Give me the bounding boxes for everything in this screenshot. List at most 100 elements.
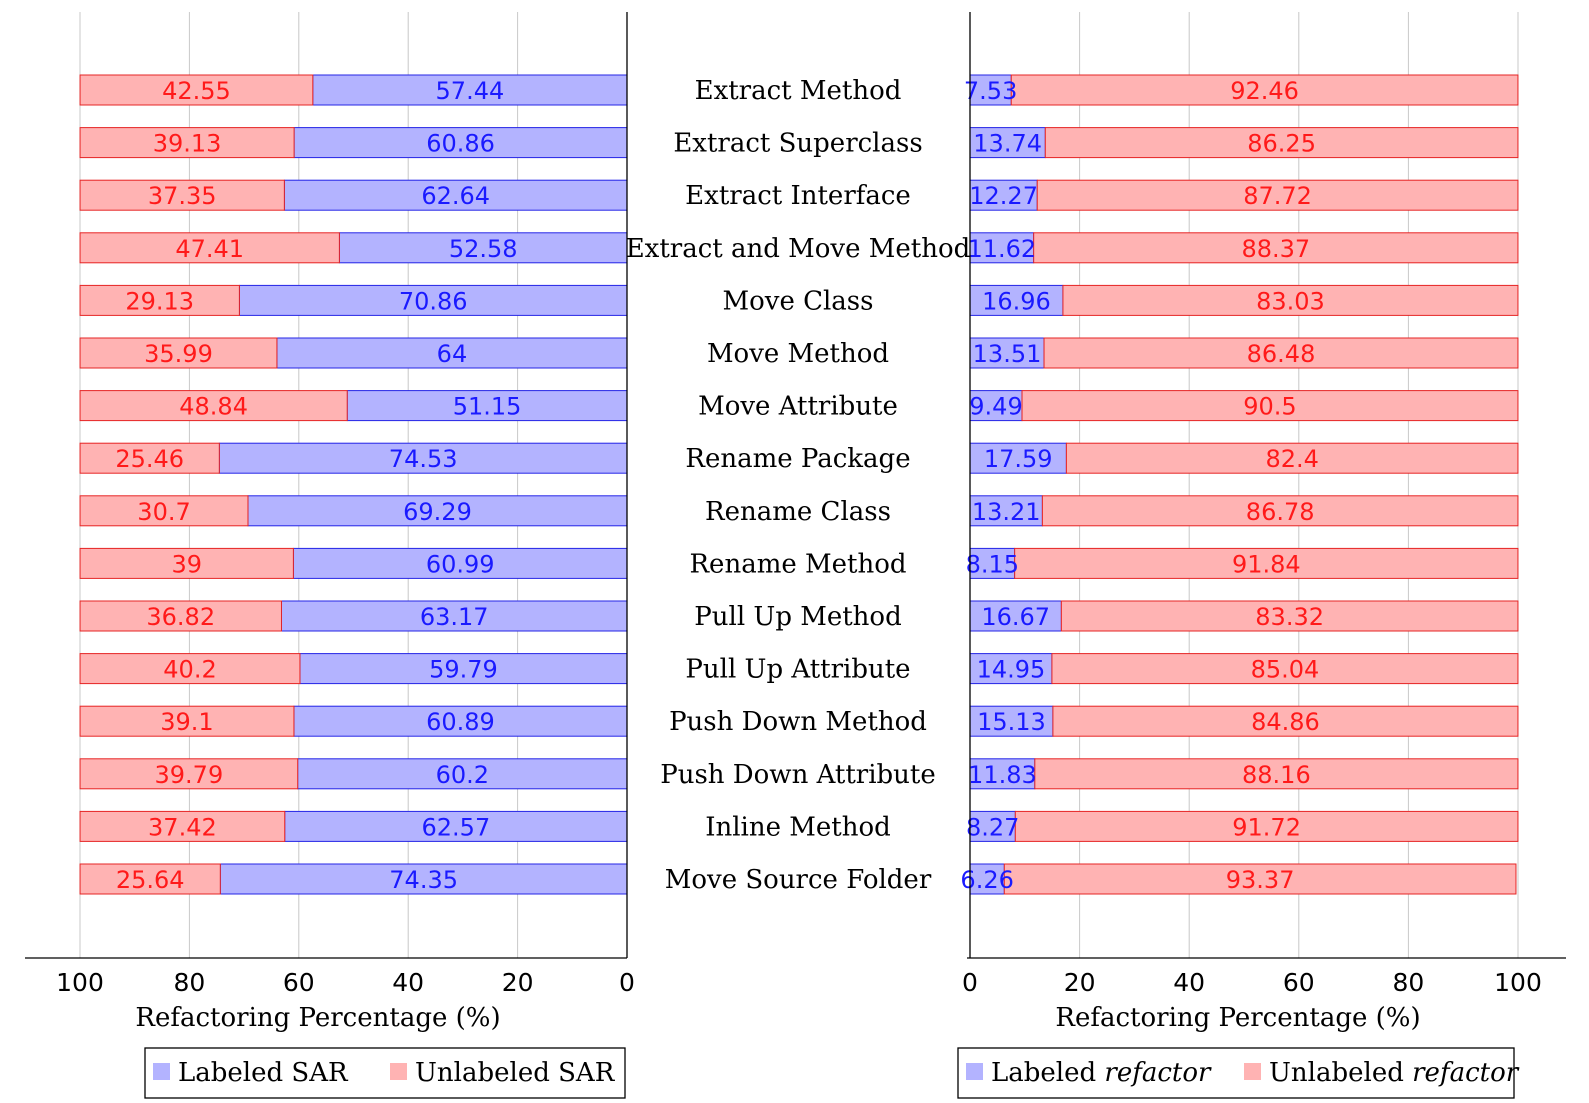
right-bar-labeled [969, 232, 1035, 264]
right-bar-unlabeled [1010, 74, 1519, 106]
right-x-axis: 0 20 40 60 80 100 [962, 12, 1566, 997]
right-bar-unlabeled [1021, 390, 1519, 422]
right-bar-unlabeled [1033, 232, 1519, 264]
left-x-axis: 100 80 60 40 20 0 [25, 12, 635, 997]
right-value-label-labeled: 14.95 [977, 656, 1046, 684]
left-x-axis-label: Refactoring Percentage (%) [135, 1003, 500, 1033]
right-value-label-labeled: 7.53 [964, 77, 1017, 105]
left-value-label-labeled: 69.29 [403, 498, 472, 526]
right-bar-unlabeled [1062, 284, 1519, 316]
right-bar-labeled [969, 442, 1067, 474]
right-bar-labeled [969, 705, 1054, 737]
right-value-label-labeled: 11.62 [967, 235, 1036, 263]
left-gridlines [79, 12, 519, 958]
category-label: Move Method [707, 339, 889, 369]
category-label: Push Down Method [669, 707, 927, 737]
left-value-label-unlabeled: 39.79 [155, 761, 224, 789]
right-bar-unlabeled [1051, 653, 1519, 685]
right-bar-unlabeled [1014, 547, 1519, 579]
left-value-label-labeled: 62.64 [421, 182, 490, 210]
right-bar-unlabeled [1041, 495, 1519, 527]
right-value-label-labeled: 17.59 [984, 445, 1053, 473]
right-legend-unlabeled-text: Unlabeled refactor [1269, 1058, 1520, 1088]
right-value-label-unlabeled: 90.5 [1243, 393, 1296, 421]
left-value-label-labeled: 62.57 [422, 813, 491, 841]
category-label: Rename Method [689, 549, 906, 579]
right-legend: Labeled refactor Unlabeled refactor [957, 1047, 1520, 1099]
right-bar-unlabeled [1003, 863, 1517, 895]
left-bar-unlabeled [79, 810, 286, 842]
right-value-label-unlabeled: 86.48 [1247, 340, 1316, 368]
right-bar-labeled [969, 337, 1045, 369]
right-value-label-labeled: 13.21 [972, 498, 1041, 526]
right-chart-refactor: 7.53 92.46 13.74 86.25 12.27 87.72 11.62 88.37 1… [960, 12, 1566, 1033]
category-label: Extract and Move Method [626, 234, 971, 264]
right-value-label-labeled: 12.27 [969, 182, 1038, 210]
left-bar-labeled [299, 653, 628, 685]
right-value-label-unlabeled: 85.04 [1251, 656, 1320, 684]
left-bar-unlabeled [79, 179, 285, 211]
right-x-tick-label: 0 [962, 968, 978, 997]
left-value-labels: 57.44 42.55 60.86 39.13 62.64 37.35 52.58 47.41… [115, 77, 521, 894]
category-label: Push Down Attribute [660, 760, 936, 790]
category-label: Inline Method [705, 812, 891, 842]
left-bar-labeled [293, 127, 628, 159]
right-value-label-unlabeled: 83.32 [1255, 603, 1324, 631]
left-value-label-labeled: 60.2 [436, 761, 489, 789]
left-bar-unlabeled [79, 284, 240, 316]
left-value-label-unlabeled: 48.84 [179, 393, 248, 421]
right-bar-labeled [969, 127, 1046, 159]
right-value-label-unlabeled: 88.37 [1241, 235, 1310, 263]
right-value-label-unlabeled: 86.25 [1247, 130, 1316, 158]
right-legend-box [957, 1047, 1515, 1099]
right-legend-labeled-swatch [966, 1063, 983, 1080]
right-value-label-labeled: 6.26 [960, 866, 1013, 894]
left-chart-sar: 57.44 42.55 60.86 39.13 62.64 37.35 52.58 47.41… [25, 12, 635, 1033]
left-bars [79, 74, 628, 895]
left-bar-labeled [312, 74, 628, 106]
left-value-label-unlabeled: 37.35 [148, 182, 217, 210]
left-bar-unlabeled [79, 337, 278, 369]
category-label: Extract Interface [685, 181, 911, 211]
left-bar-labeled [284, 810, 628, 842]
left-value-label-unlabeled: 36.82 [146, 603, 215, 631]
left-bar-unlabeled [79, 653, 301, 685]
right-bars [969, 74, 1519, 895]
left-bar-unlabeled [79, 442, 220, 474]
right-bar-labeled [969, 547, 1016, 579]
right-x-tick-label: 80 [1392, 968, 1424, 997]
right-bar-labeled [969, 810, 1016, 842]
right-bar-unlabeled [1065, 442, 1519, 474]
left-bar-unlabeled [79, 390, 348, 422]
right-value-label-unlabeled: 83.03 [1256, 287, 1325, 315]
right-legend-labeled-text: Labeled refactor [991, 1058, 1212, 1088]
category-label: Rename Package [685, 444, 910, 474]
left-value-label-unlabeled: 39.13 [153, 130, 222, 158]
left-value-label-labeled: 51.15 [453, 393, 522, 421]
left-bar-unlabeled [79, 127, 295, 159]
left-value-label-labeled: 60.86 [426, 130, 495, 158]
category-label: Extract Superclass [673, 129, 922, 159]
category-label: Move Source Folder [665, 865, 932, 895]
left-bar-unlabeled [79, 600, 282, 632]
left-x-tick-label: 60 [283, 968, 315, 997]
left-bar-labeled [247, 495, 628, 527]
left-bar-unlabeled [79, 863, 221, 895]
right-x-tick-label: 60 [1283, 968, 1315, 997]
left-bar-labeled [292, 547, 628, 579]
left-value-label-labeled: 74.35 [389, 866, 458, 894]
left-legend-labeled-swatch [153, 1063, 170, 1080]
right-bar-unlabeled [1036, 179, 1519, 211]
left-x-tick-label: 80 [173, 968, 205, 997]
left-bar-labeled [276, 337, 628, 369]
right-value-label-labeled: 11.83 [968, 761, 1037, 789]
right-value-label-labeled: 16.67 [981, 603, 1050, 631]
left-value-label-unlabeled: 30.7 [137, 498, 190, 526]
left-bar-labeled [238, 284, 628, 316]
right-value-label-labeled: 9.49 [969, 393, 1022, 421]
right-value-labels: 7.53 92.46 13.74 86.25 12.27 87.72 11.62 88.37 1… [960, 77, 1324, 894]
category-label: Rename Class [705, 497, 891, 527]
left-x-tick-label: 0 [619, 968, 635, 997]
right-value-label-unlabeled: 91.72 [1232, 813, 1301, 841]
